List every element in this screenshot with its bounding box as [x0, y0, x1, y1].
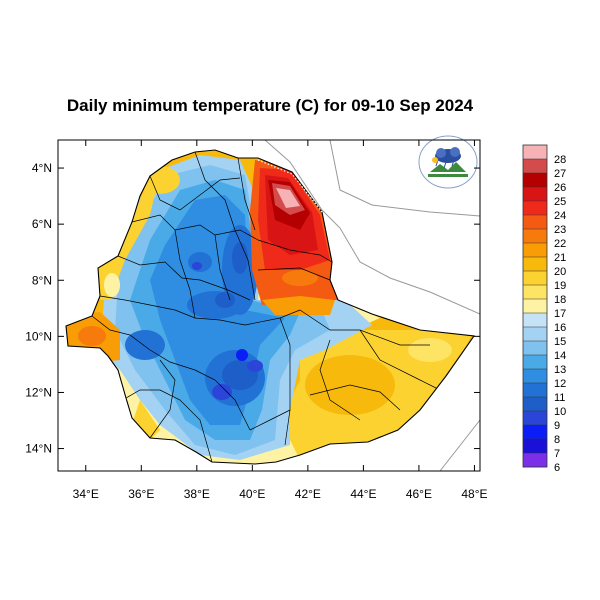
- colorbar-label: 6: [554, 462, 560, 474]
- colorbar-swatch: [523, 411, 547, 426]
- x-tick-label: 34°E: [73, 487, 99, 501]
- colorbar-label: 22: [554, 238, 566, 250]
- colorbar-swatch: [523, 369, 547, 384]
- x-tick-label: 42°E: [295, 487, 321, 501]
- admin-boundaries: [91, 151, 441, 463]
- x-axis: 34°E 36°E 38°E 40°E 42°E 44°E 46°E 48°E: [73, 140, 488, 501]
- colorbar-swatch: [523, 201, 547, 216]
- colorbar-label: 28: [554, 154, 566, 166]
- y-tick-label: 14°N: [25, 442, 52, 456]
- colorbar-swatch: [523, 383, 547, 398]
- colorbar-label: 9: [554, 420, 560, 432]
- map-title: Daily minimum temperature (C) for 09-10 …: [66, 96, 474, 115]
- colorbar-swatch: [523, 397, 547, 412]
- colorbar-label: 13: [554, 364, 566, 376]
- colorbar-swatch: [523, 299, 547, 314]
- colorbar-legend: 28 27 26 25 24 23 22 21 20 19 18 17 16 15 14 13 12 11 10 9 8…: [522, 144, 566, 474]
- colorbar-swatch: [523, 187, 547, 202]
- colorbar-label: 19: [554, 280, 566, 292]
- colorbar-label: 15: [554, 336, 566, 348]
- colorbar-swatch: [523, 355, 547, 370]
- colorbar-swatch: [523, 159, 547, 174]
- colorbar-label: 16: [554, 322, 566, 334]
- y-tick-label: 6°N: [32, 217, 52, 231]
- colorbar-label: 21: [554, 252, 566, 264]
- colorbar-label: 11: [554, 392, 565, 404]
- colorbar-label: 10: [554, 406, 566, 418]
- colorbar-swatch: [523, 327, 547, 342]
- colorbar-swatch: [523, 453, 547, 468]
- y-tick-label: 12°N: [25, 385, 52, 399]
- colorbar-label: 23: [554, 224, 566, 236]
- x-tick-label: 48°E: [461, 487, 487, 501]
- colorbar-swatch: [523, 215, 547, 230]
- colorbar-label: 18: [554, 294, 566, 306]
- colorbar-label: 27: [554, 168, 566, 180]
- agency-logo: [418, 135, 478, 189]
- colorbar-label: 7: [554, 448, 560, 460]
- colorbar-label: 17: [554, 308, 566, 320]
- colorbar-swatch: [523, 313, 547, 328]
- x-tick-label: 46°E: [406, 487, 432, 501]
- colorbar-label: 8: [554, 434, 560, 446]
- y-axis: 14°N 12°N 10°N 8°N 6°N 4°N: [25, 161, 480, 456]
- x-tick-label: 38°E: [184, 487, 210, 501]
- colorbar-label: 25: [554, 196, 566, 208]
- colorbar-swatch: [523, 271, 547, 286]
- x-tick-label: 36°E: [128, 487, 154, 501]
- colorbar-swatch: [523, 341, 547, 356]
- colorbar-label: 12: [554, 378, 566, 390]
- temperature-field: [66, 150, 474, 464]
- colorbar-label: 26: [554, 182, 566, 194]
- colorbar-swatch: [523, 439, 547, 454]
- colorbar-swatch: [523, 145, 547, 160]
- x-tick-label: 40°E: [239, 487, 265, 501]
- colorbar-frame: [522, 144, 548, 468]
- plot-frame: [57, 139, 481, 472]
- ethiopia-outline: [65, 149, 475, 465]
- colorbar-swatch: [523, 285, 547, 300]
- colorbar-label: 20: [554, 266, 566, 278]
- colorbar-swatch: [523, 229, 547, 244]
- x-tick-label: 44°E: [350, 487, 376, 501]
- colorbar-swatch: [523, 173, 547, 188]
- colorbar-swatch: [523, 243, 547, 258]
- neighbor-borders: [264, 140, 480, 471]
- y-tick-label: 8°N: [32, 273, 52, 287]
- colorbar-label: 24: [554, 210, 566, 222]
- colorbar-swatch: [523, 257, 547, 272]
- colorbar-swatch: [523, 425, 547, 440]
- y-tick-label: 10°N: [25, 329, 52, 343]
- colorbar-label: 14: [554, 350, 566, 362]
- y-tick-label: 4°N: [32, 161, 52, 175]
